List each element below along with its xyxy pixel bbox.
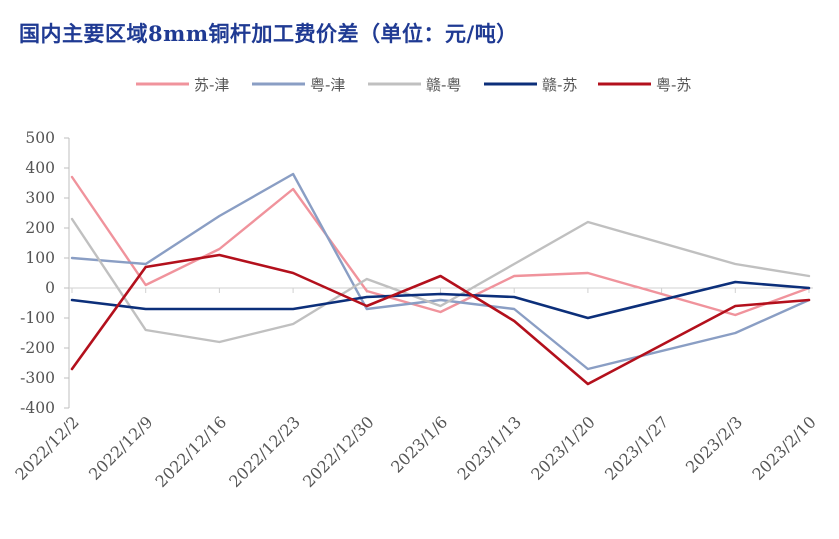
x-tick-label: 2023/1/13 (454, 412, 525, 483)
x-tick-label: 2023/1/6 (387, 412, 451, 476)
chart-title: 国内主要区域8mm铜杆加工费价差（单位：元/吨） (19, 21, 518, 46)
x-axis: 2022/12/2 2022/12/92022/12/162022/12/2320… (11, 287, 820, 491)
x-tick-label: 2023/2/3 (682, 412, 746, 476)
y-tick-label: -300 (20, 369, 55, 387)
legend-label: 苏-津 (194, 76, 229, 94)
x-tick-label: 2022/12/23 (225, 412, 304, 491)
x-tick-label: 2023/1/27 (601, 412, 672, 483)
y-tick-label: -400 (20, 399, 55, 417)
x-tick-label: 2022/12/30 (299, 412, 378, 491)
x-tick-label: 2022/12/9 (85, 412, 156, 483)
legend: 苏-津 粤-津 赣-粤 赣-苏 粤-苏 (136, 76, 691, 94)
y-tick-label: 400 (25, 159, 55, 177)
y-tick-label: 0 (45, 279, 55, 297)
x-tick-label: 2023/2/10 (748, 412, 819, 483)
x-tick-label: 2022/12/16 (152, 412, 231, 491)
legend-label: 赣-粤 (426, 76, 461, 94)
y-tick-label: 300 (25, 189, 55, 207)
series-line-5 (70, 253, 811, 386)
y-tick-label: -200 (20, 339, 55, 357)
x-tick-label: 2022/12/2 (11, 412, 82, 483)
series-line-4 (70, 280, 811, 320)
legend-label: 粤-津 (310, 76, 345, 94)
y-tick-label: -100 (20, 309, 55, 327)
x-tick-label: 2023/1/20 (527, 412, 598, 483)
legend-label: 粤-苏 (656, 76, 691, 94)
series-line-2 (70, 172, 811, 371)
series-line-3 (70, 217, 811, 344)
y-tick-label: 200 (25, 219, 55, 237)
y-tick-label: 100 (25, 249, 55, 267)
y-tick-label: 500 (25, 129, 55, 147)
series-lines (70, 172, 811, 386)
y-axis: -400 -300 -200 -100 0 100 200 300 400 500 (20, 129, 70, 417)
series-line-1 (70, 175, 811, 317)
legend-label: 赣-苏 (542, 76, 577, 94)
